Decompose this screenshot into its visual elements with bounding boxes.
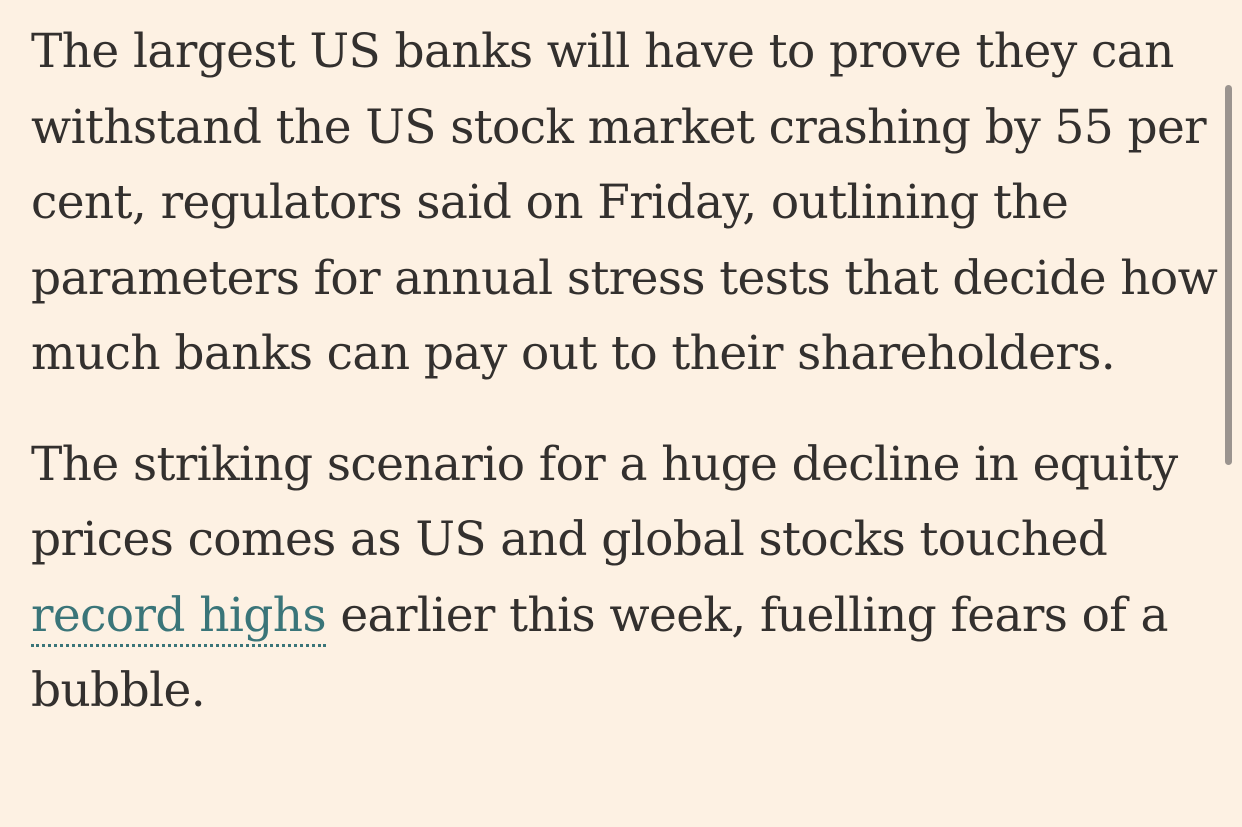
article-paragraph: The striking scenario for a huge decline… [31, 427, 1226, 729]
record-highs-link[interactable]: record highs [31, 587, 327, 647]
article-body: The largest US banks will have to prove … [31, 14, 1226, 729]
paragraph-text: earlier this week, fuelling fears of a b… [31, 587, 1168, 719]
vertical-scrollbar[interactable] [1225, 85, 1232, 465]
article-paragraph: The largest US banks will have to prove … [31, 24, 1218, 381]
paragraph-text: The striking scenario for a huge decline… [31, 436, 1178, 568]
